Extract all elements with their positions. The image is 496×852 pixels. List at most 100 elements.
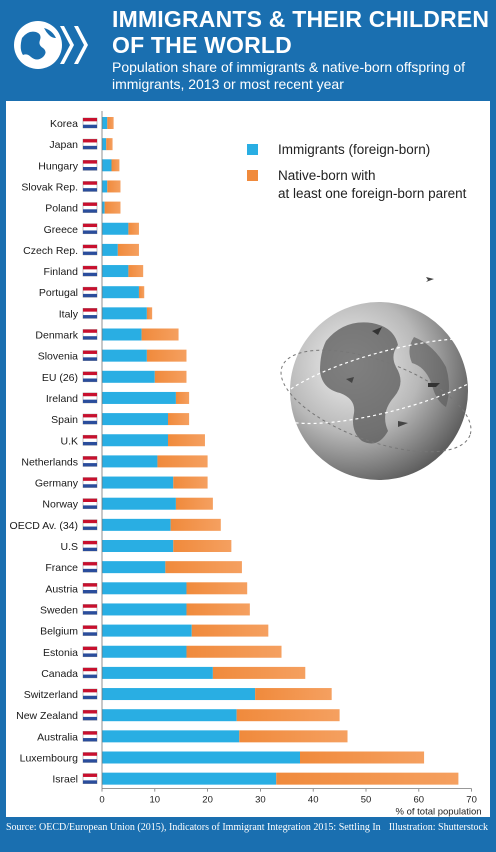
category-label-portugal: Portugal: [39, 287, 78, 299]
bar-native-born-new-zealand: [236, 709, 340, 722]
bar-native-born-estonia: [186, 645, 282, 658]
x-tick-label-60: 60: [414, 795, 425, 806]
bar-immigrants-italy: [102, 307, 147, 320]
category-label-u-k: U.K: [60, 435, 78, 447]
flag-icon-u-k: [82, 434, 98, 446]
bar-native-born-eu-26: [154, 370, 187, 383]
category-label-spain: Spain: [51, 414, 78, 426]
category-label-australia: Australia: [37, 731, 78, 743]
flag-icon-hungary: [82, 159, 98, 171]
flag-icon-germany: [82, 477, 98, 488]
category-label-germany: Germany: [35, 478, 79, 490]
flag-icon-norway: [82, 498, 98, 510]
category-label-ireland: Ireland: [46, 393, 78, 405]
flag-icon-luxembourg: [82, 752, 98, 763]
bar-native-born-oecd-av-34: [170, 518, 221, 531]
category-label-new-zealand: New Zealand: [16, 710, 78, 722]
flag-icon-japan: [82, 138, 98, 150]
flag-icon-slovak-rep: [82, 181, 98, 192]
flag-icon-portugal: [82, 286, 98, 298]
bar-native-born-greece: [128, 222, 139, 235]
category-label-eu-26: EU (26): [42, 372, 78, 384]
source-note: Source: OECD/European Union (2015), Indi…: [6, 822, 381, 833]
category-label-czech-rep: Czech Rep.: [23, 245, 78, 257]
legend-swatch-native-born: [247, 170, 258, 181]
bar-native-born-hungary: [111, 159, 120, 172]
footer: Source: OECD/European Union (2015), Indi…: [0, 817, 496, 852]
category-label-greece: Greece: [44, 224, 79, 236]
flag-icon-sweden: [82, 604, 98, 615]
legend-label-immigrants: Immigrants (foreign-born): [278, 142, 430, 157]
bar-immigrants-spain: [102, 413, 168, 426]
category-label-slovenia: Slovenia: [38, 351, 78, 363]
category-label-denmark: Denmark: [35, 330, 78, 342]
bar-immigrants-belgium: [102, 624, 192, 637]
category-label-austria: Austria: [45, 583, 78, 595]
category-label-norway: Norway: [42, 499, 78, 511]
chart-panel: Immigrants (foreign-born) Native-born wi…: [6, 101, 496, 818]
oecd-logo: [14, 21, 88, 69]
bar-immigrants-poland: [102, 201, 105, 214]
category-label-israel: Israel: [52, 774, 78, 786]
bar-immigrants-greece: [102, 222, 129, 235]
category-label-hungary: Hungary: [38, 160, 78, 172]
bar-immigrants-japan: [102, 138, 107, 151]
flag-icon-estonia: [82, 646, 98, 658]
flag-icon-switzerland: [82, 688, 98, 700]
x-tick-label-40: 40: [308, 795, 319, 806]
bar-immigrants-canada: [102, 666, 213, 679]
bar-immigrants-switzerland: [102, 688, 256, 701]
bar-immigrants-denmark: [102, 328, 142, 341]
bar-native-born-luxembourg: [300, 751, 425, 764]
bar-native-born-u-s: [173, 540, 232, 552]
flag-icon-canada: [82, 667, 98, 679]
legend-label-native-born: Native-born with at least one foreign-bo…: [278, 168, 467, 201]
illustration-credit: Illustration: Shutterstock: [388, 822, 488, 833]
category-label-luxembourg: Luxembourg: [20, 753, 79, 765]
bars-group: [102, 117, 459, 785]
category-label-japan: Japan: [49, 139, 78, 151]
x-tick-label-10: 10: [150, 795, 161, 806]
category-label-u-s: U.S: [60, 541, 78, 553]
category-label-finland: Finland: [44, 266, 79, 278]
category-label-canada: Canada: [41, 668, 78, 680]
bar-immigrants-hungary: [102, 159, 112, 172]
flag-icon-slovenia: [82, 350, 98, 361]
bar-native-born-canada: [212, 666, 306, 679]
flag-icon-finland: [82, 265, 98, 277]
flag-icons: [82, 117, 98, 784]
flag-icon-greece: [82, 223, 98, 235]
bar-immigrants-slovak-rep: [102, 180, 108, 193]
flag-icon-u-s: [82, 540, 98, 552]
bar-immigrants-australia: [102, 730, 240, 743]
bar-native-born-netherlands: [157, 455, 208, 468]
bar-immigrants-netherlands: [102, 455, 158, 468]
bar-immigrants-finland: [102, 265, 129, 278]
bar-native-born-belgium: [191, 624, 269, 637]
bar-native-born-norway: [175, 497, 213, 510]
bar-native-born-czech-rep: [117, 243, 139, 256]
flag-icon-spain: [82, 413, 98, 425]
bar-immigrants-korea: [102, 117, 108, 129]
bar-native-born-denmark: [141, 328, 179, 341]
bar-immigrants-eu-26: [102, 370, 155, 383]
flag-icon-belgium: [82, 625, 98, 636]
bar-immigrants-czech-rep: [102, 243, 118, 256]
flag-icon-poland: [82, 202, 98, 213]
category-label-slovak-rep: Slovak Rep.: [21, 181, 78, 193]
bar-native-born-spain: [168, 413, 190, 426]
bar-immigrants-ireland: [102, 391, 176, 404]
bar-native-born-slovenia: [146, 349, 187, 362]
bar-chart: Immigrants (foreign-born) Native-born wi…: [10, 111, 496, 818]
category-label-italy: Italy: [59, 308, 79, 320]
globe-illustration: [272, 277, 496, 480]
category-label-oecd-av-34: OECD Av. (34): [10, 520, 78, 532]
flag-icon-netherlands: [82, 456, 98, 467]
chart-legend: Immigrants (foreign-born) Native-born wi…: [247, 142, 467, 201]
flag-icon-ireland: [82, 392, 98, 404]
bar-immigrants-estonia: [102, 645, 187, 658]
header: IMMIGRANTS & THEIR CHILDREN OF THE WORLD…: [0, 0, 496, 100]
bar-native-born-slovak-rep: [107, 180, 121, 193]
bar-immigrants-new-zealand: [102, 709, 237, 722]
category-label-netherlands: Netherlands: [21, 456, 78, 468]
